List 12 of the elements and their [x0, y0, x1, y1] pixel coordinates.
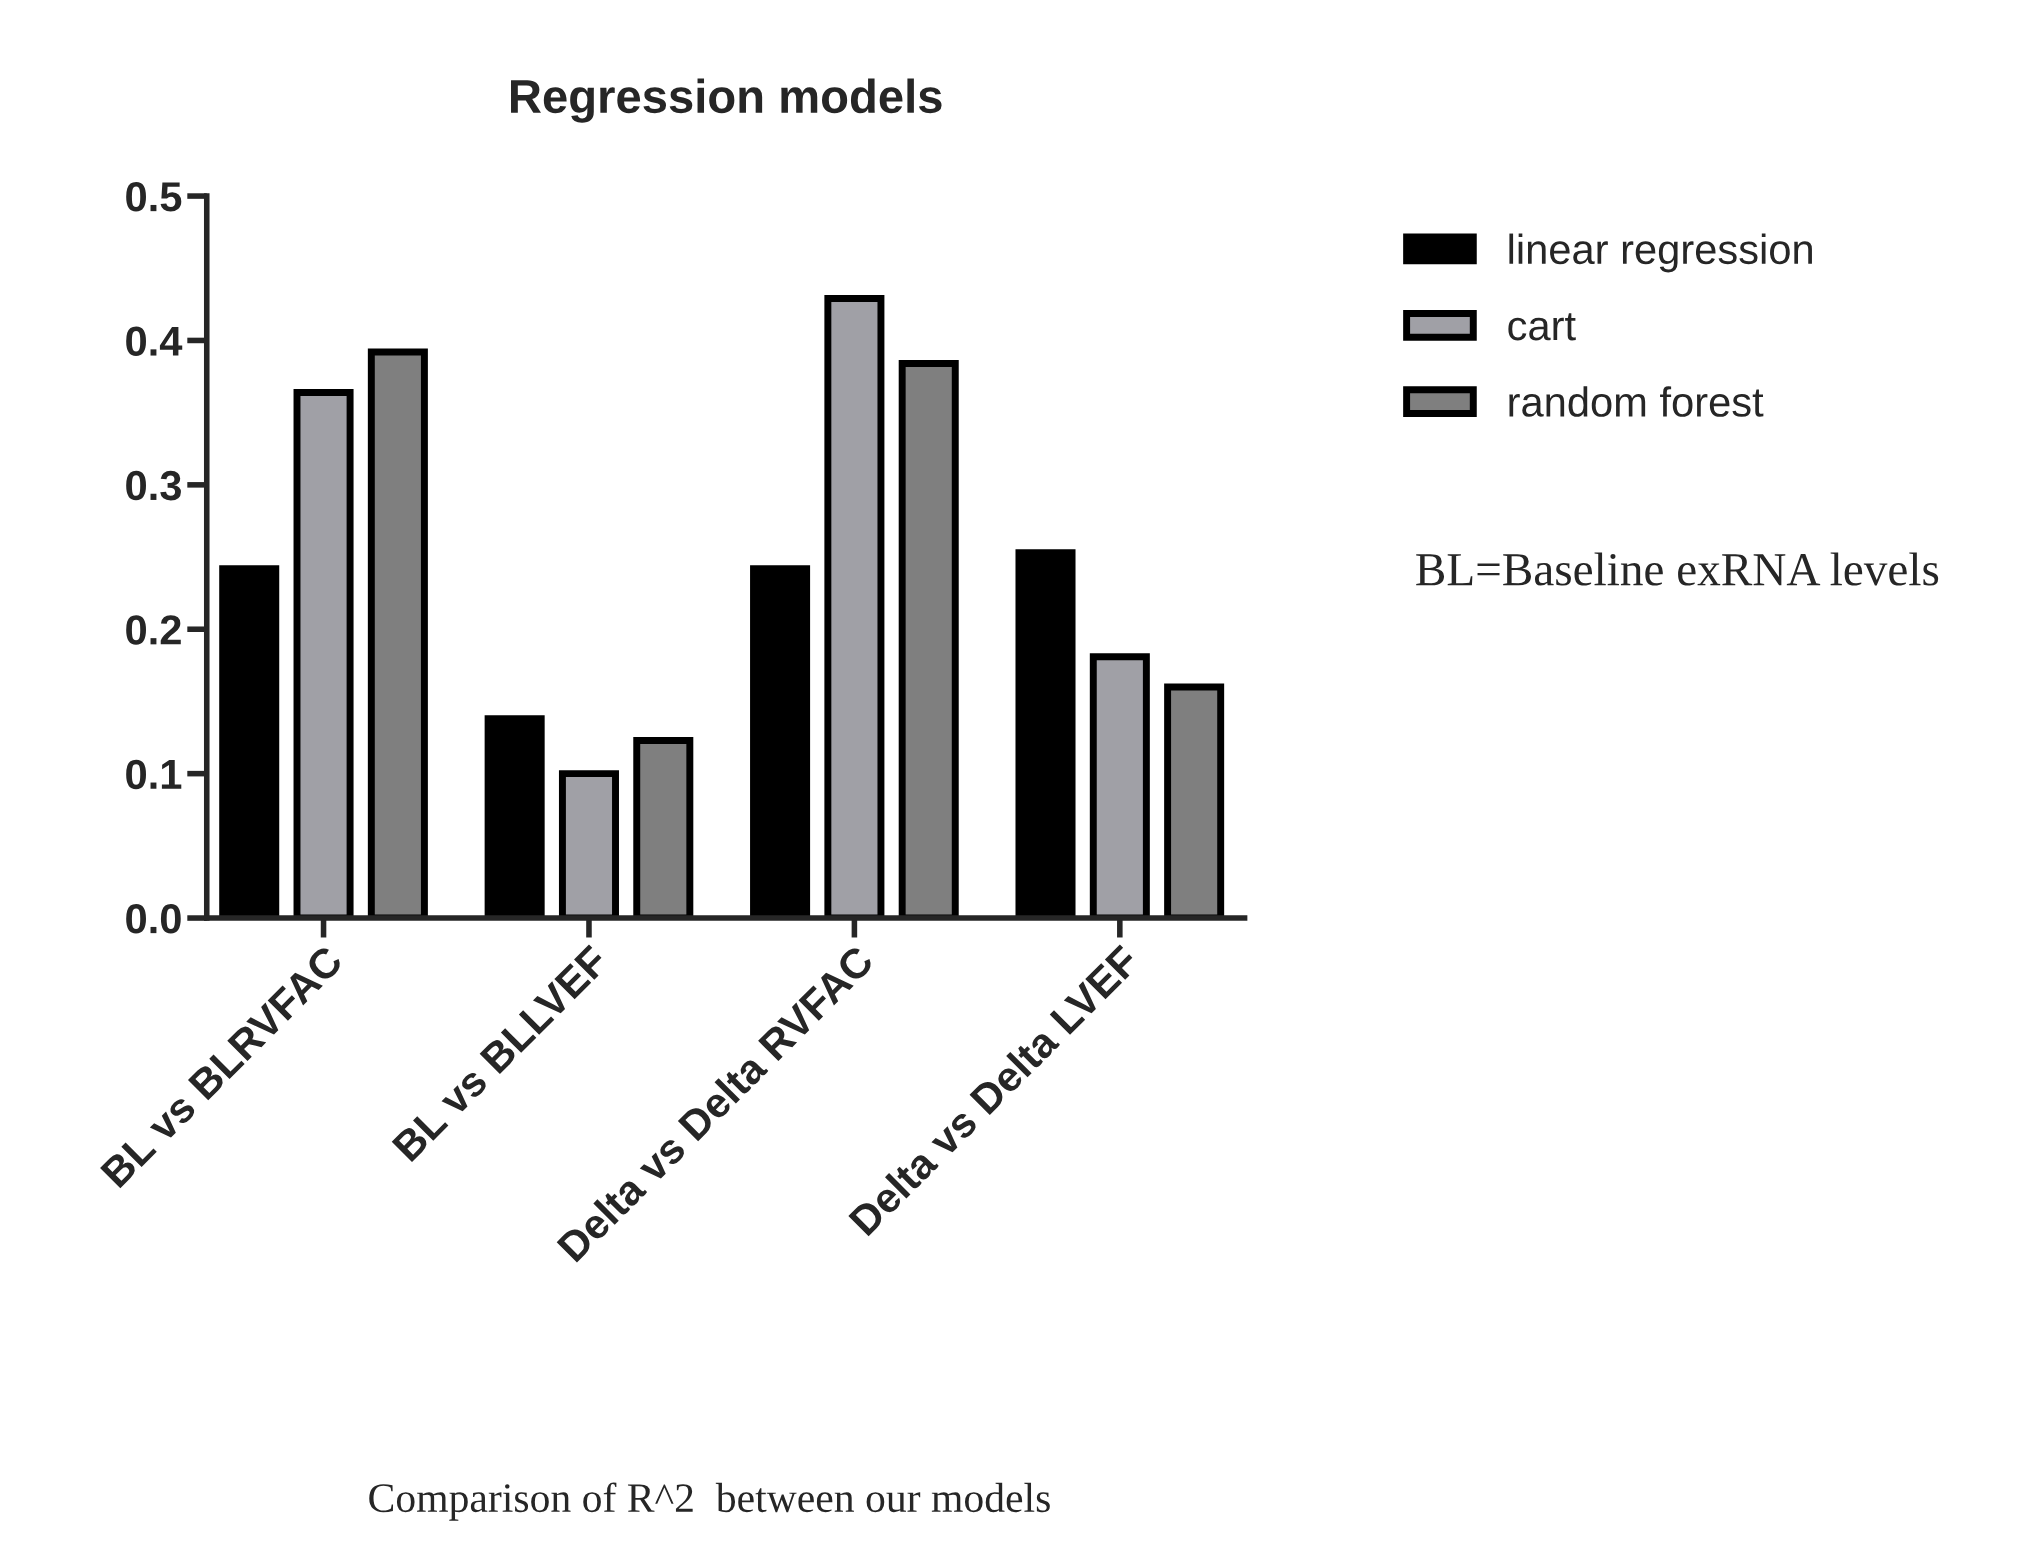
y-tick-label: 0.4: [126, 326, 183, 356]
y-tick-label: 0.1: [126, 759, 182, 790]
legend-label: linear regression: [1509, 233, 1812, 273]
chart-title: Regression models: [511, 78, 942, 123]
text: BL=Baseline exRNA levels: [1416, 552, 1939, 586]
legend-label: cart: [1508, 313, 1576, 341]
y-tick-label: 0.2: [126, 615, 181, 645]
y-tick-label: 0.0: [126, 904, 181, 934]
y-tick-label: 0.3: [126, 470, 181, 501]
legend-label: random forest: [1509, 386, 1764, 417]
y-tick-label: 0.5: [126, 182, 182, 212]
text: Comparison of R^2 between our models: [369, 1482, 1050, 1521]
